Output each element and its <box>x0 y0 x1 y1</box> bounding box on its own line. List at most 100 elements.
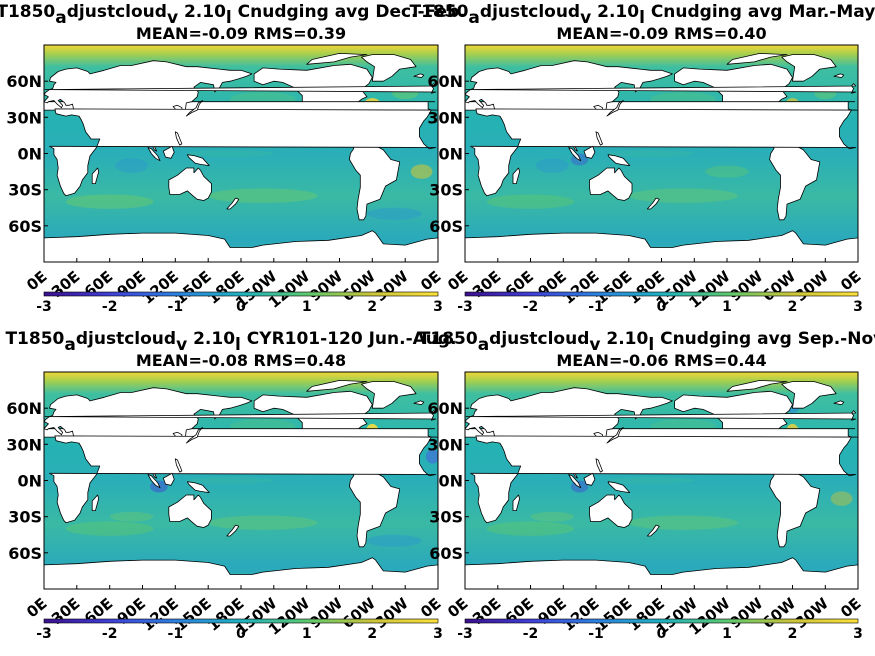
land-philippines <box>595 458 603 473</box>
y-tick-label: 0N <box>17 472 42 491</box>
y-tick-label: 60N <box>6 399 42 418</box>
colorbar-tick-label: -2 <box>523 626 539 642</box>
colorbar-tick-label: -3 <box>457 299 473 315</box>
y-tick-label: 60S <box>8 217 42 236</box>
anomaly-blob <box>65 194 154 209</box>
x-tick-label: 0E <box>23 594 50 621</box>
panel-stats: MEAN=-0.09 RMS=0.39 <box>136 24 346 43</box>
x-tick-label: 0E <box>837 267 864 294</box>
panel-stats: MEAN=-0.06 RMS=0.44 <box>556 351 766 370</box>
y-tick-label: 30S <box>8 181 42 200</box>
land-borneo <box>162 145 175 159</box>
land-antarctica <box>44 557 438 589</box>
anomaly-blob <box>186 149 274 158</box>
land-new-zealand <box>646 524 660 537</box>
y-tick-label: 30N <box>6 435 42 454</box>
y-tick-label: 30S <box>429 508 463 527</box>
colorbar <box>43 618 439 624</box>
panel-title: T1850adjustcloudv 2.10l CYR101-120 Jun.-… <box>5 329 456 355</box>
anomaly-blob <box>208 188 318 203</box>
colorbar-tick-label: 2 <box>367 626 377 642</box>
colorbar-tick-label: -3 <box>36 626 52 642</box>
colorbar-tick-label: 3 <box>433 299 443 315</box>
land-antarctica <box>465 557 858 589</box>
land-new-guinea <box>186 481 210 494</box>
y-tick-label: 30S <box>429 181 463 200</box>
land-new-zealand <box>646 197 660 210</box>
colorbar-tick-label: -1 <box>168 299 184 315</box>
map-panel-2: T1850adjustcloudv 2.10l Cnudging avg Mar… <box>410 2 875 315</box>
colorbar-tick-label: 0 <box>657 299 667 315</box>
y-tick-label: 30N <box>427 108 463 127</box>
land-europe-wrap <box>858 90 864 102</box>
anomaly-blob <box>486 194 575 209</box>
anomaly-field <box>465 45 864 262</box>
land-sumatra <box>568 147 582 162</box>
land-uk <box>44 410 437 421</box>
panel-stats: MEAN=-0.09 RMS=0.40 <box>556 24 766 43</box>
colorbar-tick-label: -3 <box>457 626 473 642</box>
x-tick-label: 30W <box>792 267 833 305</box>
y-tick-label: 0N <box>438 472 463 491</box>
anomaly-blob <box>366 207 422 220</box>
x-tick-label: 90W <box>306 594 347 632</box>
land-south-america <box>348 466 401 548</box>
land-philippines <box>174 458 183 473</box>
anomaly-blob <box>530 511 575 522</box>
y-tick-label: 0N <box>438 145 463 164</box>
land-sumatra <box>147 474 161 489</box>
colorbar-tick-label: 3 <box>433 626 443 642</box>
colorbar-tick-label: -2 <box>102 626 118 642</box>
anomaly-blob <box>486 521 575 536</box>
colorbar-tick-label: -1 <box>588 626 604 642</box>
land-africa <box>470 108 857 197</box>
land-layer <box>465 53 864 262</box>
land-antarctica <box>465 230 858 262</box>
x-tick-label: 30W <box>792 594 833 632</box>
land-new-zealand <box>226 197 240 210</box>
colorbar-tick-label: -2 <box>102 299 118 315</box>
anomaly-blob <box>186 476 274 485</box>
x-tick-label: 90W <box>306 267 347 305</box>
anomaly-blob <box>606 476 695 485</box>
colorbar-tick-label: 2 <box>788 626 798 642</box>
land-borneo <box>583 145 596 159</box>
map-panel-3: T1850adjustcloudv 2.10l CYR101-120 Jun.-… <box>5 329 456 642</box>
colorbar <box>464 618 859 624</box>
colorbar-tick-label: -1 <box>168 626 184 642</box>
land-south-america <box>769 466 821 548</box>
y-tick-label: 60N <box>6 72 42 91</box>
y-tick-label: 60N <box>427 72 463 91</box>
land-uk <box>465 83 857 94</box>
colorbar-tick-label: -1 <box>588 299 604 315</box>
y-tick-label: 30N <box>6 108 42 127</box>
land-arctic-islands <box>306 53 368 65</box>
land-sumatra <box>147 147 161 162</box>
land-japan <box>606 427 624 444</box>
colorbar-tick-label: 1 <box>722 299 732 315</box>
anomaly-blob <box>830 491 853 506</box>
map-panel-1: T1850adjustcloudv 2.10l Cnudging avg Dec… <box>0 2 466 315</box>
land-arctic-islands <box>306 379 368 392</box>
colorbar <box>464 291 859 297</box>
colorbar-tick-label: -2 <box>523 299 539 315</box>
panel-title: T1850adjustcloudv 2.10l Cnudging avg Dec… <box>0 2 466 28</box>
anomaly-blob <box>535 158 569 173</box>
land-uk <box>44 83 437 94</box>
colorbar-tick-label: 3 <box>853 626 863 642</box>
land-antarctica <box>44 230 438 262</box>
land-iceland <box>413 73 425 78</box>
land-europe-wrap <box>438 417 444 429</box>
land-africa <box>49 435 437 524</box>
colorbar-tick-label: 1 <box>302 626 312 642</box>
anomaly-blob <box>208 515 318 530</box>
anomaly-blob <box>628 188 738 203</box>
land-new-guinea <box>186 154 210 167</box>
land-iceland <box>833 73 845 78</box>
land-europe-wrap <box>858 417 864 429</box>
panel-stats: MEAN=-0.08 RMS=0.48 <box>136 351 346 370</box>
colorbar-tick-label: 1 <box>302 299 312 315</box>
land-uk <box>465 410 857 421</box>
x-tick-label: 0E <box>417 594 444 621</box>
